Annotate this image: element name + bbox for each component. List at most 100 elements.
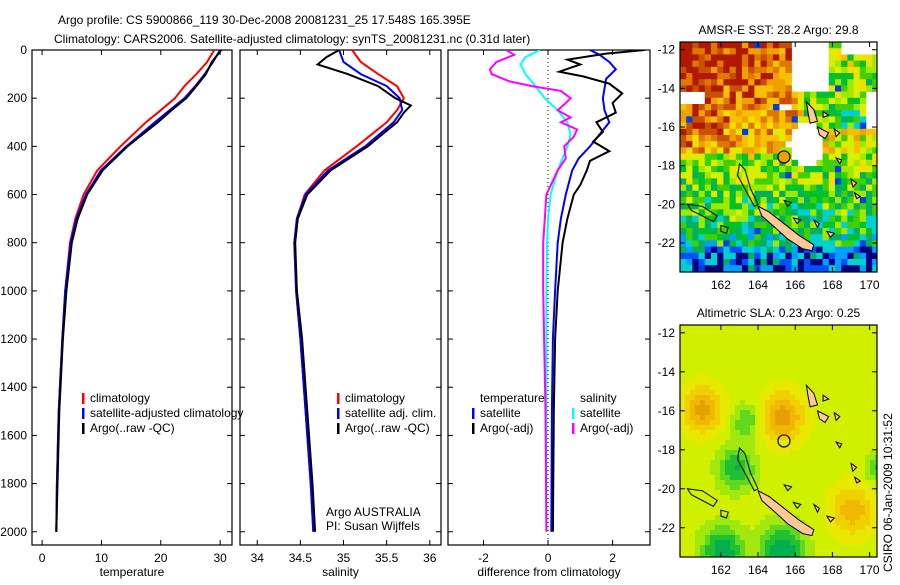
sla-map-axes-frame	[679, 324, 878, 558]
pi-annotation: PI: Susan Wijffels	[326, 519, 420, 533]
x-tick-label: 35.5	[375, 551, 399, 565]
x-tick-label: 34.5	[289, 551, 313, 565]
x-tick-label: 168	[822, 278, 842, 292]
legend-label: Argo(..raw -QC)	[345, 421, 430, 435]
reef-outline	[720, 509, 729, 519]
legend-swatch	[572, 423, 575, 434]
island-landmass	[825, 515, 836, 523]
sla-map-title: Altimetric SLA: 0.23 Argo: 0.25	[697, 306, 861, 320]
island-landmass	[805, 100, 819, 124]
y-tick-label: -20	[658, 482, 676, 496]
x-tick-label: 164	[748, 278, 768, 292]
x-tick-label: 170	[860, 563, 880, 577]
legend-swatch	[82, 423, 85, 434]
argo-float-position-marker	[777, 150, 791, 164]
x-tick-label: 170	[860, 278, 880, 292]
y-tick-label: -12	[658, 43, 676, 57]
y-tick-label: -12	[658, 326, 676, 340]
island-landmass	[822, 394, 830, 402]
legend-label: climatology	[345, 391, 405, 405]
figure-title-line2: Climatology: CARS2006. Satellite-adjuste…	[54, 32, 530, 46]
island-landmass	[834, 157, 843, 165]
sst-map-axes-frame	[679, 41, 878, 273]
y-tick-label: -16	[658, 120, 676, 134]
legend-swatch	[82, 393, 85, 404]
sst-map-title: AMSR-E SST: 28.2 Argo: 29.8	[698, 23, 858, 37]
y-tick-label: 1200	[0, 332, 27, 346]
series-line-climatology	[55, 50, 216, 532]
salinity-axes-frame	[239, 49, 442, 546]
y-tick-label: 400	[7, 139, 27, 153]
reef-outline	[737, 162, 759, 207]
y-tick-label: -22	[658, 236, 676, 250]
y-tick-label: 600	[7, 188, 27, 202]
island-landmass	[805, 383, 819, 408]
x-tick-label: 36	[423, 551, 437, 565]
reef-outline	[792, 217, 802, 225]
legend-swatch	[337, 423, 340, 434]
island-landmass	[853, 475, 862, 484]
series-line-satellite-adjusted-climatology	[55, 50, 221, 532]
legend-label: Argo(-adj)	[580, 421, 633, 435]
series-line-satellite-adj-clim-	[293, 50, 404, 532]
x-tick-label: 0	[39, 551, 46, 565]
x-axis-label: difference from climatology	[477, 565, 620, 579]
island-landmass	[816, 409, 830, 424]
legend-swatch	[337, 393, 340, 404]
x-tick-label: 20	[154, 551, 168, 565]
island-landmass	[833, 127, 841, 138]
argo-float-position-marker	[777, 434, 791, 448]
island-landmass	[757, 489, 815, 537]
legend-label: satellite	[580, 406, 621, 420]
x-tick-label: 162	[711, 278, 731, 292]
figure-title-line1: Argo profile: CS 5900866_119 30-Dec-2008…	[58, 13, 471, 27]
legend-swatch	[472, 423, 475, 434]
legend-label: Argo(..raw -QC)	[90, 421, 175, 435]
legend-swatch	[337, 408, 340, 419]
legend-label: Argo(-adj)	[480, 421, 533, 435]
y-tick-label: -18	[658, 443, 676, 457]
reef-outline	[720, 224, 729, 234]
x-tick-label: 168	[822, 563, 842, 577]
x-tick-label: 2	[609, 551, 616, 565]
reef-outline	[782, 484, 793, 492]
reef-outline	[686, 203, 718, 223]
island-landmass	[834, 441, 843, 449]
island-landmass	[850, 178, 858, 189]
island-landmass	[850, 462, 858, 473]
y-tick-label: 0	[20, 43, 27, 57]
x-tick-label: 30	[213, 551, 227, 565]
island-landmass	[825, 230, 836, 239]
legend-swatch	[472, 408, 475, 419]
x-tick-label: 34	[251, 551, 265, 565]
credit-text: CSIRO 06-Jan-2009 10:31:52	[881, 413, 895, 572]
x-tick-label: 162	[711, 563, 731, 577]
y-tick-label: -14	[658, 365, 676, 379]
x-tick-label: 0	[545, 551, 552, 565]
reef-outline	[737, 446, 759, 492]
x-tick-label: -2	[478, 551, 489, 565]
island-landmass	[757, 205, 815, 252]
series-line-temperature-argo-adj-	[551, 50, 645, 532]
x-tick-label: 164	[748, 563, 768, 577]
x-tick-label: 35	[337, 551, 351, 565]
series-line-salinity-argo-adj-	[488, 50, 579, 532]
legend-label: satellite-adjusted climatology	[90, 406, 243, 420]
y-tick-label: -20	[658, 197, 676, 211]
y-tick-label: 1000	[0, 284, 27, 298]
reef-outline	[686, 488, 718, 507]
y-tick-label: -14	[658, 81, 676, 95]
island-landmass	[816, 126, 830, 140]
island-landmass	[812, 218, 821, 229]
legend-label: satellite	[480, 406, 521, 420]
legend-group-title: salinity	[580, 391, 617, 405]
island-landmass	[853, 191, 862, 200]
island-landmass	[822, 110, 830, 119]
reef-outline	[782, 199, 793, 208]
series-line-argo-raw-qc-	[55, 50, 223, 532]
y-tick-label: -18	[658, 159, 676, 173]
x-tick-label: 166	[785, 563, 805, 577]
y-tick-label: 800	[7, 236, 27, 250]
legend-group-title: temperature	[480, 391, 545, 405]
